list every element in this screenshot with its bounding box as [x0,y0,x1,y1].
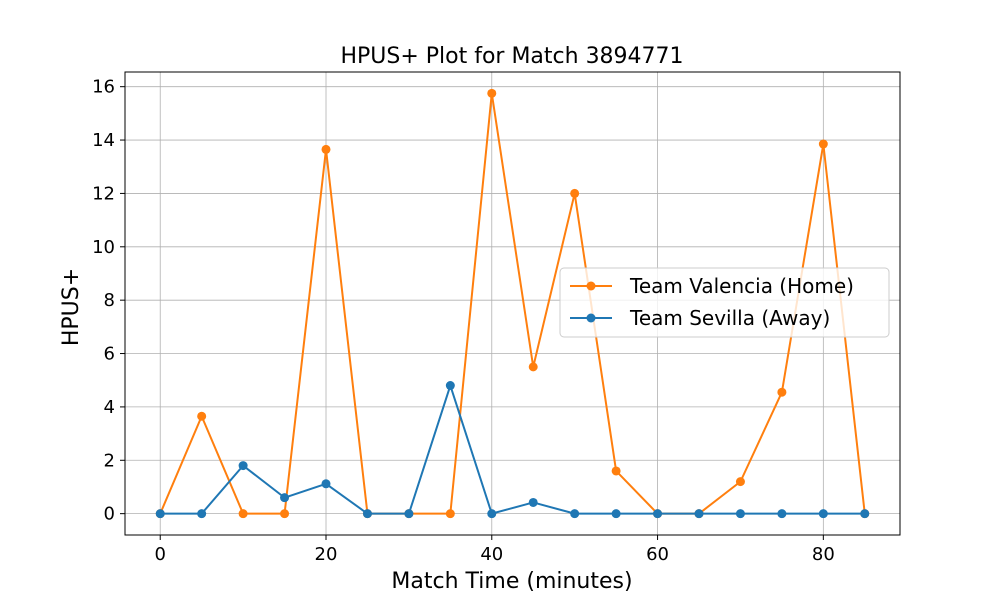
data-point [735,477,745,487]
data-point [321,144,331,154]
data-point [570,188,580,198]
y-tick-label: 12 [92,183,115,204]
series-sevilla [155,381,870,519]
data-point [818,139,828,149]
x-tick-label: 60 [646,544,669,565]
data-point [611,509,621,519]
legend-label: Team Valencia (Home) [629,274,854,298]
y-tick-label: 6 [104,344,115,365]
x-tick-label: 0 [155,544,166,565]
data-point [155,509,165,519]
data-point [321,479,331,489]
data-point [570,509,580,519]
data-point [694,509,704,519]
data-point [487,88,497,98]
x-axis: 0 20 40 60 80 [155,535,835,565]
data-point [611,466,621,476]
data-point [487,509,497,519]
data-point [818,509,828,519]
y-tick-label: 8 [104,290,115,311]
data-point [362,509,372,519]
data-point [404,509,414,519]
y-axis: 0 2 4 6 8 10 12 14 16 [92,77,125,525]
data-point [238,461,248,471]
data-point [238,509,248,519]
x-axis-title: Match Time (minutes) [391,569,632,594]
series-layer [155,88,870,519]
data-point [197,509,207,519]
y-tick-label: 10 [92,237,115,258]
y-axis-title: HPUS+ [59,268,84,346]
data-point [777,509,787,519]
data-point [735,509,745,519]
legend-marker [586,313,596,323]
data-point [280,493,290,503]
x-tick-label: 20 [315,544,338,565]
legend-label: Team Sevilla (Away) [629,306,830,330]
x-tick-label: 80 [812,544,835,565]
chart-title: HPUS+ Plot for Match 3894771 [340,44,683,69]
legend-box [559,267,890,338]
y-tick-label: 16 [92,77,115,98]
data-point [280,509,290,519]
legend-marker [586,281,596,291]
y-tick-label: 4 [104,397,115,418]
data-point [528,362,538,372]
y-tick-label: 14 [92,130,115,151]
data-point [653,509,663,519]
series-line [159,92,866,515]
plot-area [124,71,901,536]
y-tick-label: 2 [104,450,115,471]
data-point [445,381,455,391]
y-tick-label: 0 [104,504,115,525]
series-line [160,384,865,515]
data-point [445,509,455,519]
legend: Team Valencia (Home) Team Sevilla (Away) [559,267,890,338]
x-tick-label: 40 [480,544,503,565]
data-point [197,411,207,421]
data-point [860,509,870,519]
data-point [777,387,787,397]
data-point [528,497,538,507]
